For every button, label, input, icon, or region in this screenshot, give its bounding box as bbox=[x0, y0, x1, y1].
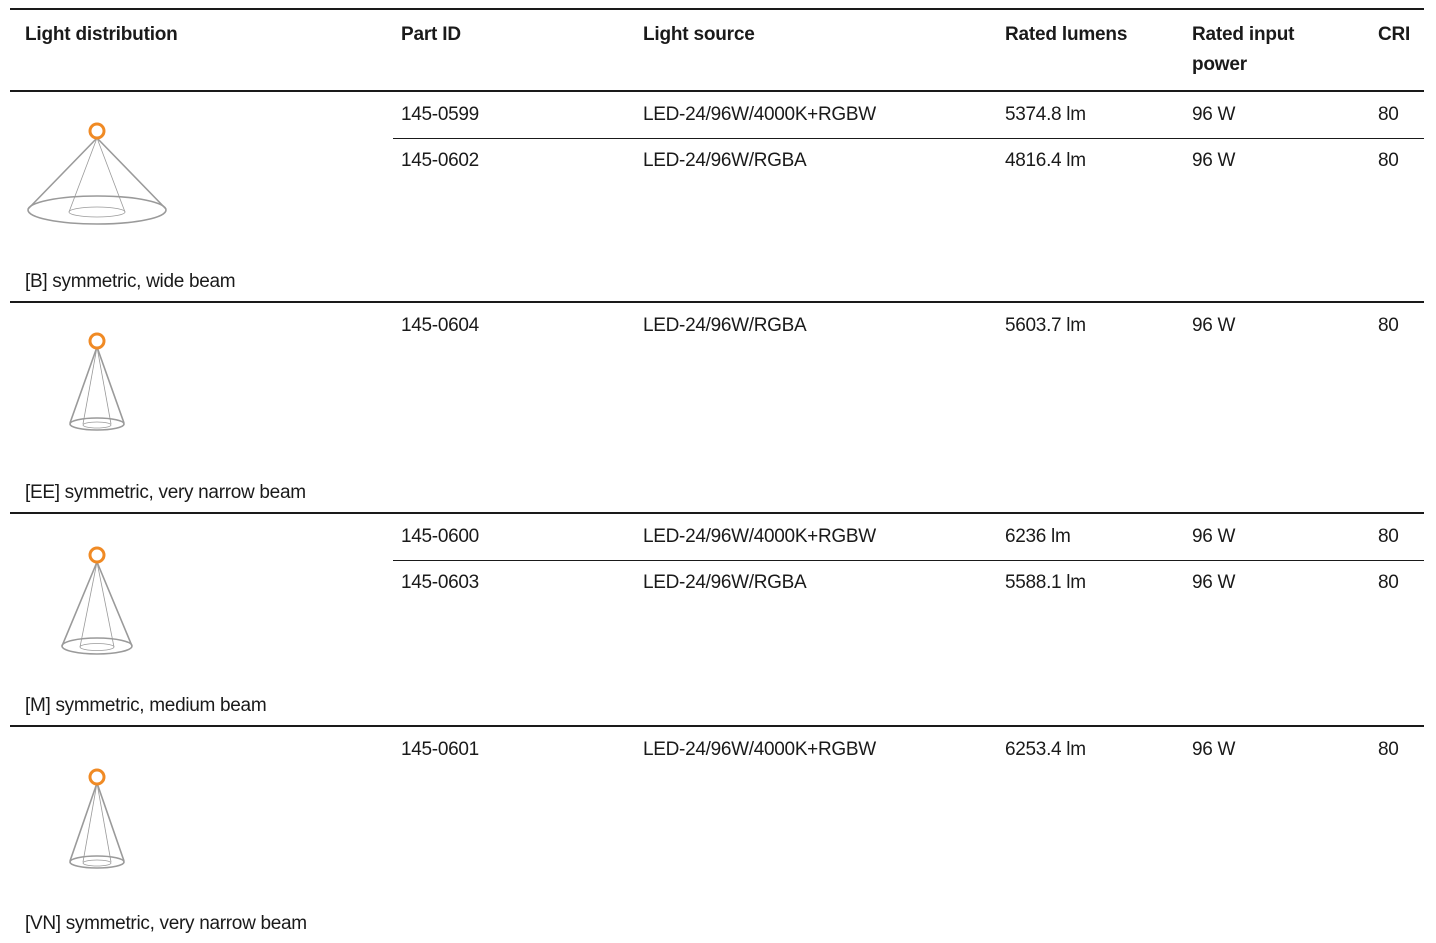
distribution-group-very-narrow-ee: [EE] symmetric, very narrow beam 145-060… bbox=[10, 303, 1424, 514]
table-row: 145-0602 LED-24/96W/RGBA 4816.4 lm 96 W … bbox=[393, 138, 1424, 184]
table-row: 145-0604 LED-24/96W/RGBA 5603.7 lm 96 W … bbox=[393, 303, 1424, 349]
power-cell: 96 W bbox=[1192, 739, 1236, 760]
lumens-cell: 5374.8 lm bbox=[1005, 104, 1086, 125]
power-cell: 96 W bbox=[1192, 150, 1236, 171]
part-id-cell: 145-0602 bbox=[401, 150, 479, 171]
power-cell: 96 W bbox=[1192, 526, 1236, 547]
light-source-cell: LED-24/96W/RGBA bbox=[643, 150, 807, 171]
lumens-cell: 4816.4 lm bbox=[1005, 150, 1086, 171]
light-source-cell: LED-24/96W/4000K+RGBW bbox=[643, 739, 876, 760]
distribution-caption: [M] symmetric, medium beam bbox=[25, 695, 267, 716]
power-cell: 96 W bbox=[1192, 572, 1236, 593]
table-row: 145-0603 LED-24/96W/RGBA 5588.1 lm 96 W … bbox=[393, 560, 1424, 606]
header-light-source: Light source bbox=[643, 24, 755, 45]
part-id-cell: 145-0601 bbox=[401, 739, 479, 760]
lumens-cell: 5588.1 lm bbox=[1005, 572, 1086, 593]
part-id-cell: 145-0599 bbox=[401, 104, 479, 125]
header-rated-lumens: Rated lumens bbox=[1005, 24, 1128, 45]
photometric-table: Light distribution Part ID Light source … bbox=[10, 8, 1424, 943]
lumens-cell: 6253.4 lm bbox=[1005, 739, 1086, 760]
cri-cell: 80 bbox=[1378, 150, 1399, 171]
table-row: 145-0600 LED-24/96W/4000K+RGBW 6236 lm 9… bbox=[393, 514, 1424, 561]
table-header: Light distribution Part ID Light source … bbox=[10, 8, 1424, 92]
very-narrow-beam-cone-icon bbox=[69, 768, 125, 869]
table-row: 145-0601 LED-24/96W/4000K+RGBW 6253.4 lm… bbox=[393, 727, 1424, 773]
very-narrow-beam-cone-icon bbox=[69, 332, 125, 431]
medium-beam-cone-icon bbox=[61, 546, 133, 655]
light-source-cell: LED-24/96W/4000K+RGBW bbox=[643, 104, 876, 125]
distribution-caption: [VN] symmetric, very narrow beam bbox=[25, 913, 307, 934]
wide-beam-cone-icon bbox=[27, 122, 167, 225]
header-light-distribution: Light distribution bbox=[25, 24, 178, 45]
lumens-cell: 5603.7 lm bbox=[1005, 315, 1086, 336]
distribution-caption: [EE] symmetric, very narrow beam bbox=[25, 482, 306, 503]
header-rated-input-power: Rated input power bbox=[1192, 24, 1295, 75]
distribution-group-wide: [B] symmetric, wide beam 145-0599 LED-24… bbox=[10, 92, 1424, 303]
light-source-cell: LED-24/96W/4000K+RGBW bbox=[643, 526, 876, 547]
part-id-cell: 145-0604 bbox=[401, 315, 479, 336]
lumens-cell: 6236 lm bbox=[1005, 526, 1071, 547]
cri-cell: 80 bbox=[1378, 104, 1399, 125]
cri-cell: 80 bbox=[1378, 315, 1399, 336]
part-id-cell: 145-0600 bbox=[401, 526, 479, 547]
power-cell: 96 W bbox=[1192, 104, 1236, 125]
cri-cell: 80 bbox=[1378, 572, 1399, 593]
part-id-cell: 145-0603 bbox=[401, 572, 479, 593]
distribution-caption: [B] symmetric, wide beam bbox=[25, 271, 236, 292]
cri-cell: 80 bbox=[1378, 526, 1399, 547]
light-source-cell: LED-24/96W/RGBA bbox=[643, 315, 807, 336]
header-cri: CRI bbox=[1378, 24, 1411, 45]
power-cell: 96 W bbox=[1192, 315, 1236, 336]
light-source-cell: LED-24/96W/RGBA bbox=[643, 572, 807, 593]
header-part-id: Part ID bbox=[401, 24, 461, 45]
table-row: 145-0599 LED-24/96W/4000K+RGBW 5374.8 lm… bbox=[393, 92, 1424, 139]
cri-cell: 80 bbox=[1378, 739, 1399, 760]
distribution-group-very-narrow-vn: [VN] symmetric, very narrow beam 145-060… bbox=[10, 727, 1424, 943]
distribution-group-medium: [M] symmetric, medium beam 145-0600 LED-… bbox=[10, 514, 1424, 727]
